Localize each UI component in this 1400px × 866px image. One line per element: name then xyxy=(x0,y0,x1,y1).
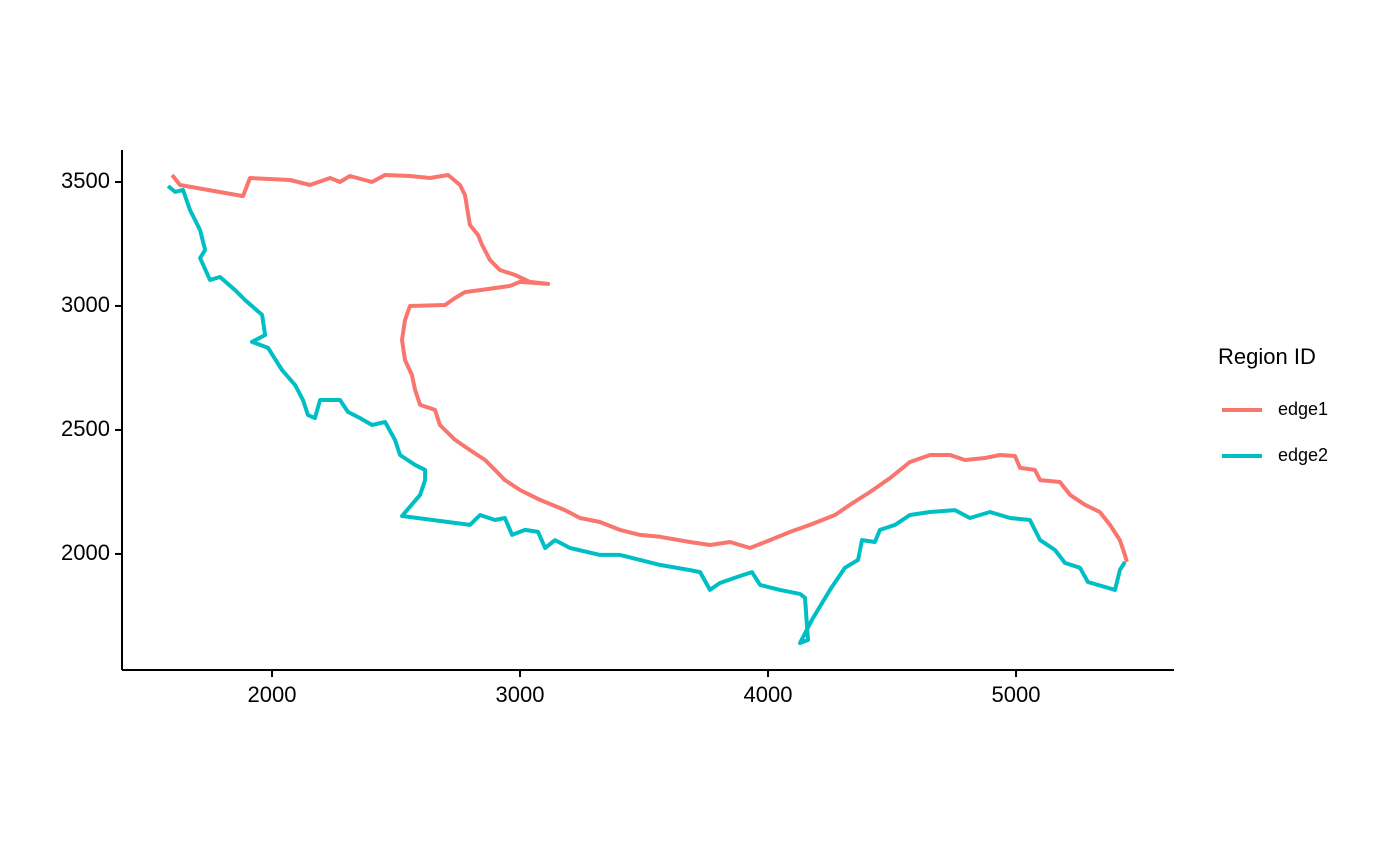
x-tick-label: 2000 xyxy=(248,682,297,707)
legend-label: edge2 xyxy=(1278,445,1328,465)
y-tick-label: 2500 xyxy=(61,416,110,441)
series-line xyxy=(170,173,1129,563)
series-line xyxy=(166,184,1127,645)
x-tick-label: 5000 xyxy=(992,682,1041,707)
y-tick-label: 3500 xyxy=(61,168,110,193)
x-tick-label: 4000 xyxy=(744,682,793,707)
x-tick-label: 3000 xyxy=(496,682,545,707)
y-tick-label: 2000 xyxy=(61,540,110,565)
y-tick-label: 3000 xyxy=(61,292,110,317)
legend-title: Region ID xyxy=(1218,344,1316,369)
legend-label: edge1 xyxy=(1278,399,1328,419)
